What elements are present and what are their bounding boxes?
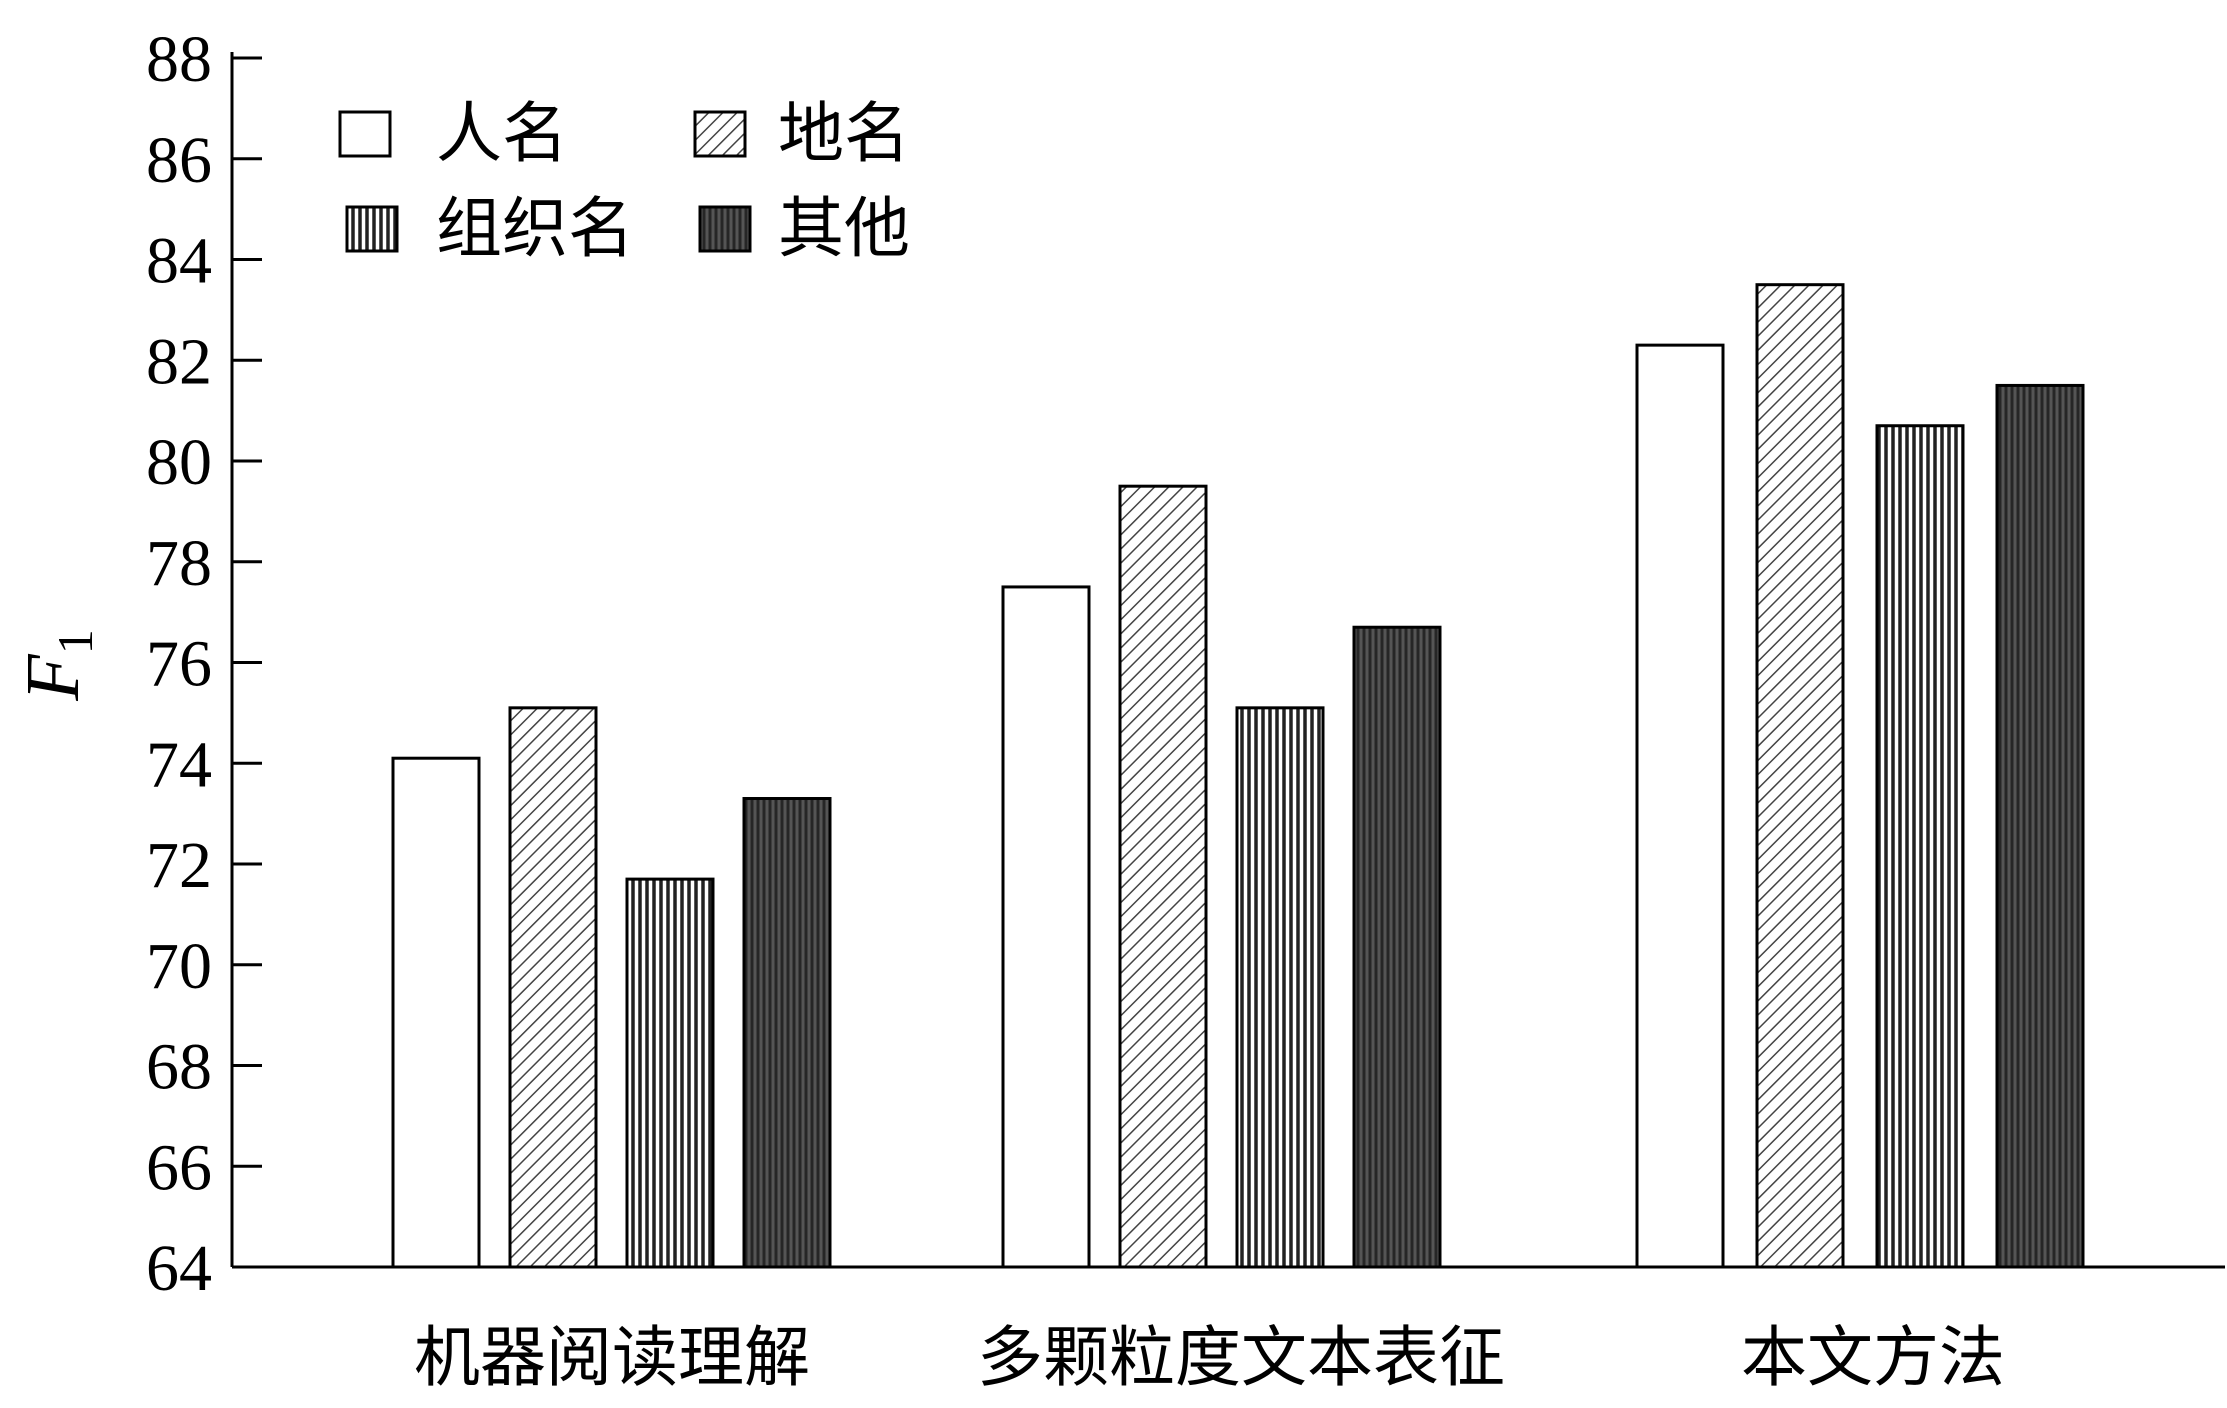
bar: [742, 797, 832, 1269]
y-tick-label: 78: [146, 527, 212, 600]
y-tick-label: 68: [146, 1031, 212, 1104]
bar: [625, 877, 715, 1269]
bar: [1755, 283, 1845, 1269]
y-axis-title: F1: [11, 629, 103, 701]
y-tick-label: 80: [146, 426, 212, 499]
legend-swatch: [338, 110, 392, 158]
legend-swatch: [345, 205, 399, 253]
x-category-label: 多颗粒度文本表征: [977, 1319, 1505, 1396]
y-tick-label: 64: [146, 1232, 212, 1305]
bar: [391, 756, 481, 1269]
bar: [1235, 706, 1325, 1269]
y-tick-label: 76: [146, 628, 212, 701]
x-category-label: 本文方法: [1741, 1319, 2005, 1396]
y-tick-label: 82: [146, 325, 212, 398]
y-axis-title-subscript: 1: [47, 629, 103, 654]
bars: [391, 283, 2085, 1269]
legend-label: 其他: [778, 190, 910, 267]
legend-label: 地名: [778, 95, 910, 172]
y-tick-label: 72: [146, 829, 212, 902]
legend-label: 人名: [436, 95, 568, 172]
axes: [230, 52, 2225, 1269]
bar: [1635, 343, 1725, 1269]
y-tick-label: 86: [146, 124, 212, 197]
bar: [1352, 625, 1442, 1269]
y-tick-label: 74: [146, 728, 212, 801]
legend-label: 组织名: [436, 190, 634, 267]
bar: [1995, 383, 2085, 1269]
x-category-label: 机器阅读理解: [414, 1319, 810, 1396]
bar: [1875, 424, 1965, 1269]
y-tick-label: 88: [146, 23, 212, 96]
legend-swatch: [693, 110, 747, 158]
bar: [508, 706, 598, 1269]
bar: [1001, 585, 1091, 1269]
legend-swatch: [698, 205, 752, 253]
y-tick-label: 66: [146, 1131, 212, 1204]
bar: [1118, 484, 1208, 1269]
x-axis-labels: 机器阅读理解 多颗粒度文本表征 本文方法: [414, 1319, 2005, 1396]
y-axis-title-main: F: [11, 653, 95, 702]
y-tick-label: 84: [146, 225, 212, 298]
y-axis-ticks: 64 66 68 70 72 74 76 78 80 82 84 86 88: [146, 23, 262, 1305]
y-tick-label: 70: [146, 930, 212, 1003]
